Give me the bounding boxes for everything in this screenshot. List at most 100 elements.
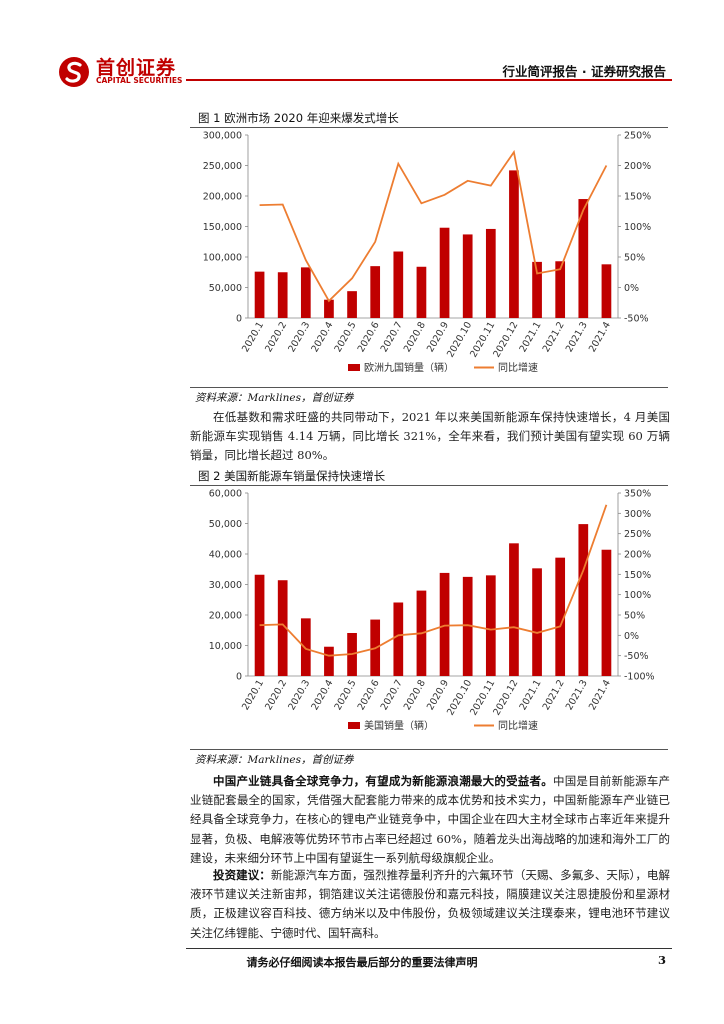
chart1-bar	[485, 228, 496, 318]
figure2-title: 图 2 美国新能源车销量保持快速增长	[198, 469, 386, 483]
chart2-left-tick-label: 40,000	[209, 550, 242, 561]
chart1-right-tick-label: 100%	[624, 222, 651, 233]
chart2-left-tick-label: 60,000	[209, 489, 242, 500]
paragraph-industry-chain-body: 中国是目前新能源车产业链配套最全的国家，凭借强大配套能力带来的成本优势和技术实力…	[190, 774, 670, 865]
chart1-left-tick-label: 0	[236, 314, 242, 325]
chart2-bar	[601, 549, 612, 676]
page-number: 3	[657, 953, 666, 967]
chart2-bar	[439, 572, 450, 676]
chart1-growth-line	[259, 149, 608, 303]
chart2-right-tick-label: 100%	[624, 590, 651, 601]
paragraph-us-sales: 在低基数和需求旺盛的共同带动下，2021 年以来美国新能源车保持快速增长，4 月…	[190, 408, 670, 466]
paragraph-investment-advice-text: 投资建议：新能源汽车方面，强烈推荐量利齐升的六氟环节（天赐、多氟多、天际），电解…	[190, 866, 670, 943]
chart1-bar	[277, 272, 288, 318]
chart2-left-tick-label: 50,000	[209, 519, 242, 530]
chart1-right-tick-label: 200%	[624, 161, 651, 172]
footer-disclaimer: 请务必仔细阅读本报告最后部分的重要法律声明	[246, 956, 478, 969]
logo-text: 首创证券	[96, 57, 177, 79]
chart2-right-tick-label: 50%	[624, 611, 645, 622]
chart1-bar	[509, 170, 519, 318]
figure2-top-rule	[190, 485, 668, 486]
logo-subtext: CAPITAL SECURITIES	[96, 76, 183, 85]
chart1-left-tick-label: 150,000	[203, 222, 242, 233]
paragraph-industry-chain-text: 中国产业链具备全球竞争力，有望成为新能源浪潮最大的受益者。中国是目前新能源车产业…	[190, 772, 670, 868]
chart1-bar	[555, 261, 566, 318]
chart2-bar	[509, 543, 519, 676]
chart2-right-tick-label: 150%	[624, 570, 651, 581]
chart2-legend-bar-label: 美国销量（辆）	[364, 719, 434, 732]
chart1-bar	[324, 299, 334, 318]
chart1-left-tick-label: 100,000	[203, 253, 242, 264]
chart2-legend-bar-swatch	[348, 722, 360, 729]
chart2-bar	[254, 574, 265, 676]
chart1-bar	[601, 264, 612, 318]
chart1-legend-line-label: 同比增速	[498, 361, 538, 374]
chart2-bar	[578, 524, 589, 676]
chart2-right-tick-label: 200%	[624, 550, 651, 561]
chart1-bar	[416, 266, 427, 318]
chart1-bar	[370, 266, 381, 318]
chart1-left-tick-label: 300,000	[203, 131, 242, 142]
figure2-chart: 0 10,000 20,000 30,000 40,000 50,000 60,000 -10…	[190, 486, 670, 744]
figure1-chart-svg: 0 50,000 100,000 150,000 200,000 250,000 300,0…	[203, 131, 651, 375]
chart2-bar	[462, 576, 473, 676]
chart2-right-tick-label: -50%	[624, 651, 649, 662]
report-type: 行业简评报告 · 证券研究报告	[502, 64, 666, 79]
logo-mark-icon	[59, 57, 89, 87]
chart1-bar	[462, 234, 473, 318]
figure1-top-rule	[190, 127, 668, 128]
chart1-left-tick-label: 50,000	[209, 283, 242, 294]
paragraph-us-sales-text: 在低基数和需求旺盛的共同带动下，2021 年以来美国新能源车保持快速增长，4 月…	[190, 410, 670, 463]
chart1-right-tick-label: 0%	[624, 283, 639, 294]
header-divider	[186, 79, 672, 81]
chart1-bar	[254, 271, 265, 318]
chart2-right-tick-label: 0%	[624, 631, 639, 642]
figure1-source: 资料来源：Marklines，首创证券	[195, 392, 354, 404]
paragraph-industry-chain-lead: 中国产业链具备全球竞争力，有望成为新能源浪潮最大的受益者。	[213, 774, 553, 788]
chart2-left-tick-label: 20,000	[209, 611, 242, 622]
chart1-bar	[532, 261, 542, 318]
chart1-right-tick-label: 250%	[624, 131, 651, 142]
chart1-bar	[578, 199, 589, 318]
chart2-bar	[324, 646, 334, 676]
chart2-right-tick-label: 300%	[624, 509, 651, 520]
paragraph-investment-advice: 投资建议：新能源汽车方面，强烈推荐量利齐升的六氟环节（天赐、多氟多、天际），电解…	[190, 866, 670, 943]
chart1-right-tick-label: -50%	[624, 314, 649, 325]
chart1-left-tick-label: 200,000	[203, 192, 242, 203]
paragraph-industry-chain: 中国产业链具备全球竞争力，有望成为新能源浪潮最大的受益者。中国是目前新能源车产业…	[190, 772, 670, 868]
chart1-right-tick-label: 50%	[624, 253, 645, 264]
chart2-category-label: 2021.4	[587, 678, 613, 712]
chart1-legend-bar-swatch	[348, 364, 360, 371]
footer-divider	[186, 948, 672, 949]
chart2-bar	[393, 602, 404, 676]
chart1-category-label: 2021.4	[587, 320, 613, 354]
chart1-bar	[439, 227, 450, 318]
chart1-left-tick-label: 250,000	[203, 161, 242, 172]
chart2-left-tick-label: 30,000	[209, 580, 242, 591]
chart2-bar	[300, 618, 311, 676]
chart2-right-tick-label: 350%	[624, 489, 651, 500]
figure1-bottom-rule	[190, 387, 668, 388]
chart1-bar	[347, 291, 357, 318]
chart2-right-tick-label: -100%	[624, 672, 655, 683]
chart2-growth-line	[259, 504, 608, 657]
chart2-legend-line-label: 同比增速	[498, 719, 538, 732]
figure2-bottom-rule	[190, 749, 668, 750]
figure2-chart-svg: 0 10,000 20,000 30,000 40,000 50,000 60,000 -10…	[209, 489, 655, 733]
chart2-bar	[485, 575, 496, 676]
chart2-bar	[555, 557, 566, 676]
chart2-bar	[532, 568, 542, 676]
chart2-right-tick-label: 250%	[624, 529, 651, 540]
chart2-bar	[277, 580, 288, 676]
figure1-chart: 0 50,000 100,000 150,000 200,000 250,000 300,0…	[190, 128, 670, 386]
figure2-source: 资料来源：Marklines，首创证券	[195, 754, 354, 766]
chart2-left-tick-label: 10,000	[209, 641, 242, 652]
paragraph-investment-advice-lead: 投资建议：	[213, 868, 271, 882]
chart2-left-tick-label: 0	[236, 672, 242, 683]
figure1-title: 图 1 欧洲市场 2020 年迎来爆发式增长	[198, 111, 399, 125]
chart1-legend-bar-label: 欧洲九国销量（辆）	[364, 361, 454, 374]
chart1-right-tick-label: 150%	[624, 192, 651, 203]
paragraph-investment-advice-body: 新能源汽车方面，强烈推荐量利齐升的六氟环节（天赐、多氟多、天际），电解液环节建议…	[190, 868, 671, 940]
chart1-bar	[393, 251, 404, 318]
chart1-bar	[300, 267, 311, 318]
